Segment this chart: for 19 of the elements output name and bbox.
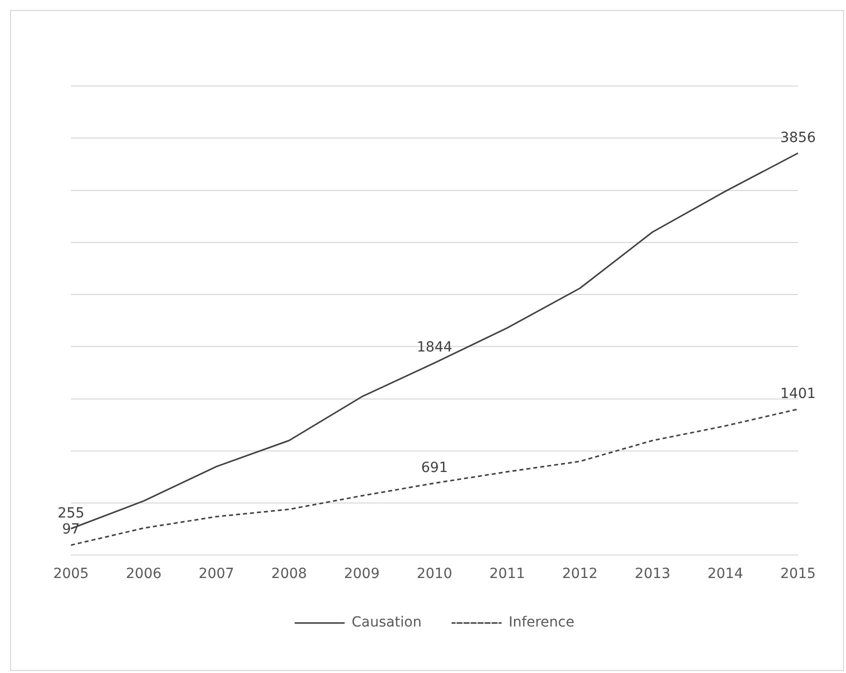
data-label: 1401: [780, 386, 816, 402]
x-tick-label: 2011: [489, 566, 526, 582]
legend-label: Causation: [352, 614, 422, 631]
x-tick-label: 2013: [634, 566, 670, 582]
x-tick-label: 2008: [271, 566, 307, 582]
x-tick-label: 2010: [416, 566, 452, 582]
x-tick-label: 2014: [707, 566, 744, 582]
x-tick-label: 2006: [126, 566, 162, 582]
x-tick-label: 2007: [198, 566, 234, 582]
x-tick-label: 2012: [562, 566, 598, 582]
x-tick-label: 2015: [780, 566, 816, 582]
data-label: 1844: [416, 340, 452, 356]
x-tick-label: 2009: [344, 566, 380, 582]
data-label: 255: [58, 505, 84, 522]
x-tick-label: 2005: [53, 566, 89, 582]
data-label: 3856: [780, 130, 816, 146]
data-label: 691: [421, 460, 448, 476]
data-label: 97: [62, 522, 80, 538]
legend-label: Inference: [508, 614, 574, 631]
